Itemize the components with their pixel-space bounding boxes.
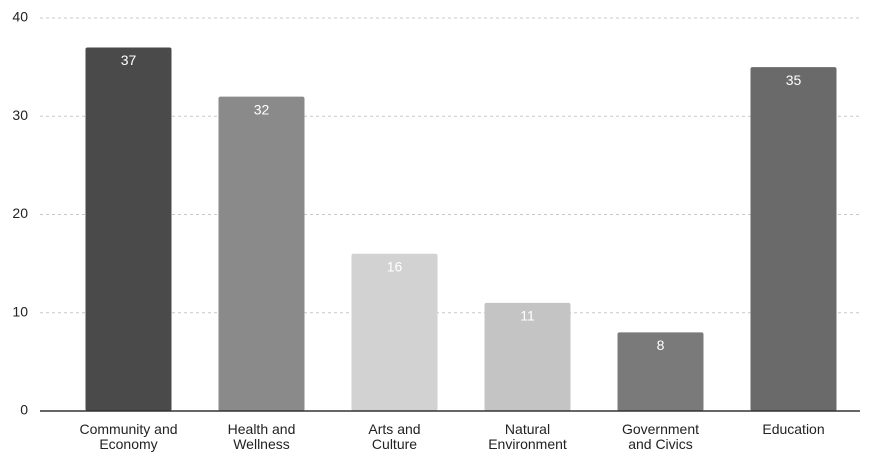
bar	[617, 332, 704, 411]
y-tick-label: 10	[12, 303, 28, 319]
data-label: 32	[254, 101, 270, 117]
x-tick-label: Community and Economy	[79, 421, 178, 452]
bar	[484, 302, 571, 411]
data-label: 37	[121, 52, 137, 68]
x-tick-label: Education	[762, 421, 825, 437]
bar	[750, 67, 837, 411]
x-tick-label: Health and Wellness	[227, 421, 296, 452]
data-label: 11	[520, 308, 535, 324]
y-tick-label: 40	[12, 9, 28, 25]
y-tick-label: 0	[20, 402, 28, 418]
data-label: 16	[387, 259, 403, 275]
data-label: 35	[786, 72, 802, 88]
bar	[85, 47, 172, 411]
y-tick-label: 20	[12, 205, 28, 221]
x-tick-label: Government and Civics	[621, 421, 700, 452]
data-label: 8	[657, 337, 665, 353]
x-tick-label: Arts and Culture	[368, 421, 421, 452]
bar	[351, 253, 438, 411]
bar	[218, 96, 305, 411]
y-tick-label: 30	[12, 107, 28, 123]
x-tick-label: Natural Environment	[488, 421, 567, 452]
